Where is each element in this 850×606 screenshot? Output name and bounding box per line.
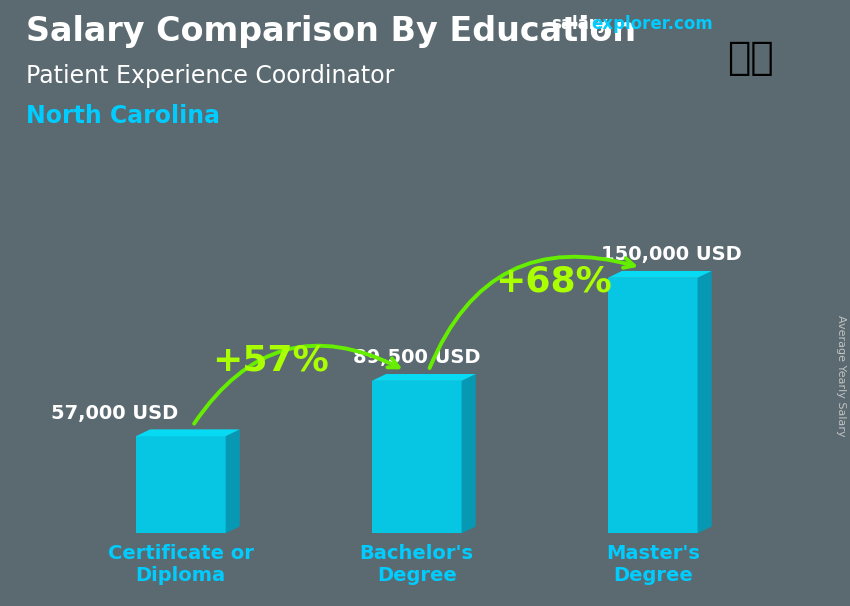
Polygon shape	[608, 271, 711, 278]
Text: salary: salary	[551, 15, 608, 33]
Bar	[136, 436, 225, 533]
Polygon shape	[698, 271, 711, 533]
Bar	[608, 278, 698, 533]
Polygon shape	[225, 430, 240, 533]
Bar	[372, 381, 462, 533]
Text: explorer.com: explorer.com	[591, 15, 712, 33]
Text: +57%: +57%	[212, 344, 329, 378]
Text: Patient Experience Coordinator: Patient Experience Coordinator	[26, 64, 394, 88]
Text: Salary Comparison By Education: Salary Comparison By Education	[26, 15, 636, 48]
Polygon shape	[372, 374, 476, 381]
Text: 🇺🇸: 🇺🇸	[727, 39, 774, 78]
Text: +68%: +68%	[496, 265, 612, 299]
Polygon shape	[136, 430, 240, 436]
Text: Average Yearly Salary: Average Yearly Salary	[836, 315, 846, 436]
Text: North Carolina: North Carolina	[26, 104, 219, 128]
Text: 57,000 USD: 57,000 USD	[51, 404, 178, 422]
Text: 89,500 USD: 89,500 USD	[353, 348, 480, 367]
Polygon shape	[462, 374, 476, 533]
Text: 150,000 USD: 150,000 USD	[601, 245, 742, 264]
